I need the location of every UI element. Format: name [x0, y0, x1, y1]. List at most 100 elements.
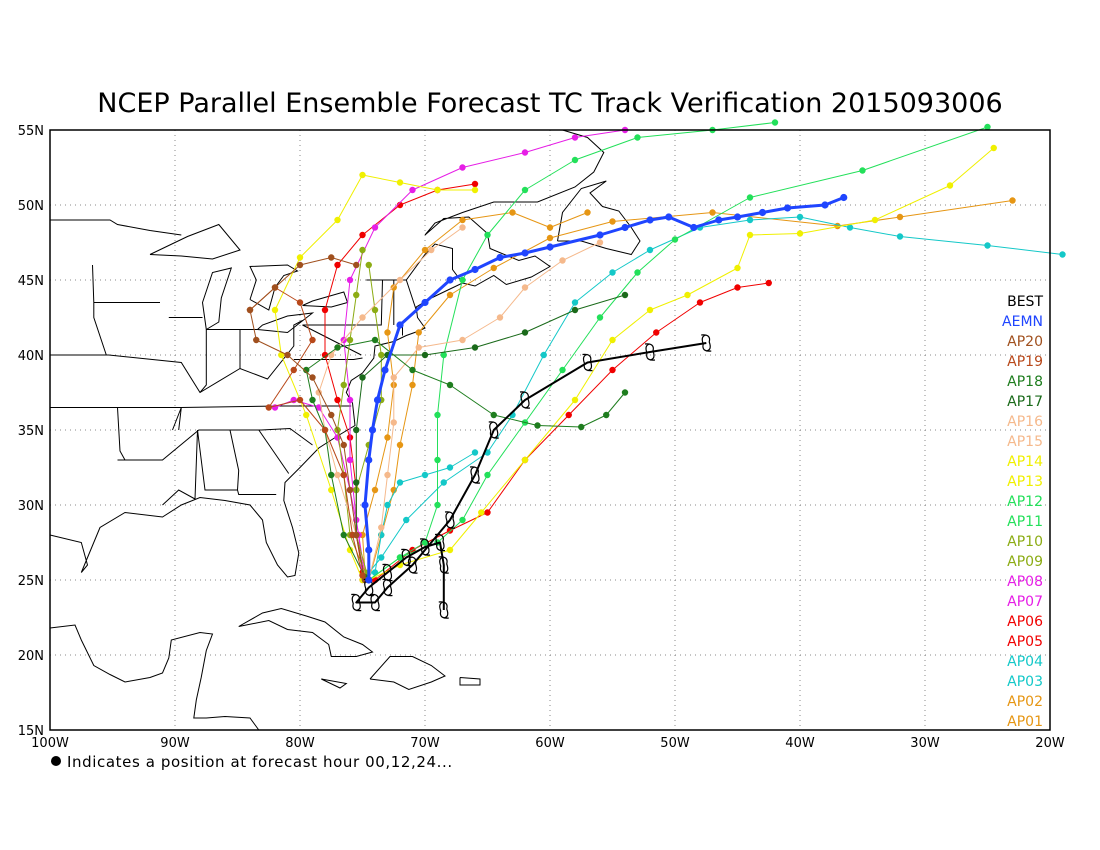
track-position-dot [421, 471, 429, 479]
track-position-dot [471, 449, 479, 456]
track-position-dot [596, 314, 604, 321]
track-position-dot [546, 234, 554, 242]
track-position-dot [459, 224, 466, 231]
track-position-dot [1059, 251, 1066, 258]
track-position-dot [459, 516, 466, 524]
track-position-dot [471, 186, 479, 194]
border-plains [92, 264, 107, 356]
legend-entry: AP17 [1007, 394, 1043, 410]
axis-ticks: 15N 20N 25N 30N 35N 40N 45N 50N 55N 100W 90W 80W 70W… [18, 124, 1065, 751]
track-position-dot [634, 134, 641, 141]
track-position-dot [446, 464, 454, 471]
track-position-dot [321, 351, 329, 359]
track-position-dot [371, 306, 379, 314]
lake-michigan [201, 267, 233, 330]
coastline-cuba [238, 607, 374, 657]
track-best [351, 334, 712, 619]
legend-entry: AP04 [1007, 654, 1043, 670]
track-position-dot [440, 479, 447, 486]
track-position-dot [353, 479, 360, 486]
border-ar [117, 407, 126, 461]
track-position-dot [328, 254, 335, 261]
track-position-dot [521, 329, 529, 336]
track-position-dot [353, 426, 360, 434]
track-position-dot [671, 236, 679, 243]
legend-entry: AP08 [1007, 574, 1043, 590]
track-position-dot [984, 123, 991, 131]
grid-lines [50, 130, 1050, 730]
track-position-dot [690, 223, 698, 232]
track-position-dot [421, 539, 429, 546]
border-ga-sc [258, 429, 290, 474]
track-position-dot [296, 261, 304, 269]
track-line [318, 227, 463, 578]
border-maine [366, 243, 463, 284]
track-position-dot [359, 314, 366, 321]
track-position-dot [365, 576, 373, 584]
track-position-dot [309, 396, 316, 404]
track-position-dot [484, 509, 491, 516]
track-position-dot [459, 336, 466, 344]
track-position-dot [634, 269, 641, 276]
track-line [374, 282, 769, 581]
track-position-dot [696, 299, 704, 306]
track-position-dot [571, 306, 579, 314]
track-line [368, 200, 1013, 581]
track-position-dot [409, 366, 416, 374]
track-position-dot [596, 239, 604, 246]
track-position-dot [434, 501, 441, 509]
track-aemn [361, 193, 848, 584]
track-position-dot [578, 423, 585, 431]
track-position-dot [384, 329, 391, 336]
coastline-na [49, 129, 605, 578]
track-position-dot [296, 299, 304, 306]
track-position-dot [646, 246, 654, 254]
track-position-dot [346, 486, 354, 494]
track-position-dot [609, 336, 616, 344]
track-position-dot [440, 351, 447, 359]
hurricane-symbol-icon [444, 511, 456, 529]
lon-tick-label: 30W [910, 736, 940, 751]
track-position-dot [384, 434, 391, 441]
border-gulf-states [162, 429, 240, 506]
track-position-dot [340, 531, 347, 539]
hurricane-symbol-icon [519, 391, 531, 409]
track-position-dot [484, 471, 491, 479]
track-position-dot [990, 144, 997, 152]
track-position-dot [271, 284, 279, 291]
track-ap11 [365, 119, 779, 584]
track-position-dot [290, 366, 297, 374]
track-position-dot [471, 180, 479, 188]
track-position-dot [609, 366, 616, 374]
track-position-dot [840, 193, 848, 202]
coastlines [49, 129, 641, 731]
track-position-dot [373, 396, 382, 404]
track-position-dot [734, 284, 741, 291]
track-ap05 [371, 279, 772, 584]
track-position-dot [796, 213, 804, 221]
track-ap13 [365, 144, 997, 584]
hurricane-symbol-icon [438, 601, 449, 619]
track-position-dot [403, 516, 410, 524]
track-position-dot [390, 419, 397, 426]
track-position-dot [684, 291, 691, 299]
track-position-dot [359, 231, 366, 239]
track-position-dot [390, 284, 397, 291]
track-ap06 [321, 180, 479, 576]
lon-tick-label: 20W [1035, 736, 1065, 751]
track-position-dot [334, 471, 341, 479]
track-position-dot [446, 546, 454, 554]
track-position-dot [783, 204, 792, 212]
lon-tick-label: 90W [160, 736, 190, 751]
track-position-dot [334, 344, 341, 351]
track-position-dot [371, 486, 379, 494]
lat-tick-label: 25N [18, 574, 44, 589]
track-position-dot [361, 501, 369, 509]
track-position-dot [390, 374, 397, 381]
legend-entry: AP14 [1007, 454, 1043, 470]
track-line [362, 212, 588, 573]
track-position-dot [346, 336, 354, 344]
track-position-dot [434, 456, 441, 464]
track-position-dot [296, 254, 304, 261]
track-position-dot [746, 216, 754, 224]
